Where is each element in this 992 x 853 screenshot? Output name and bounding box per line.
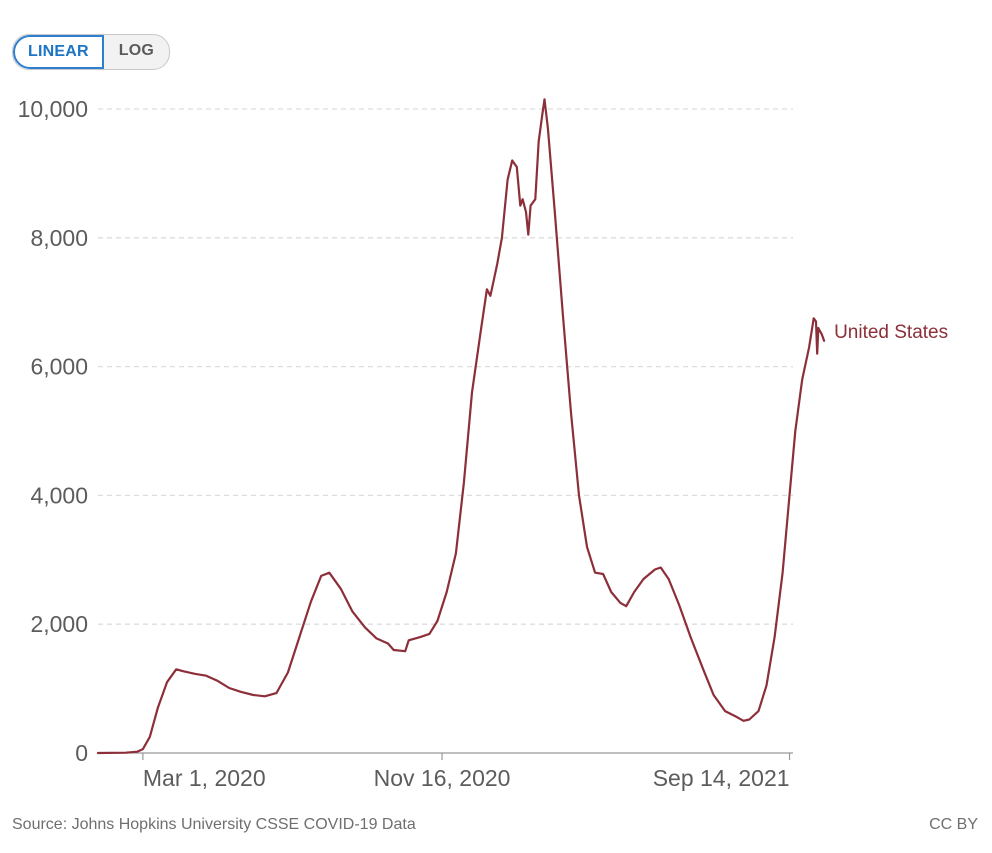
grid-lines bbox=[98, 108, 793, 625]
source-note: Source: Johns Hopkins University CSSE CO… bbox=[12, 816, 416, 833]
x-tick-label: Nov 16, 2020 bbox=[374, 765, 511, 791]
x-axis-ticks: Mar 1, 2020 Nov 16, 2020 Sep 14, 2021 bbox=[142, 753, 791, 791]
series-layer: United States bbox=[96, 98, 948, 755]
series-label-united-states: United States bbox=[834, 322, 948, 343]
x-tick-label: Mar 1, 2020 bbox=[143, 765, 266, 791]
license-link[interactable]: CC BY bbox=[929, 816, 978, 833]
log-scale-button[interactable]: LOG bbox=[118, 42, 155, 59]
y-tick-label: 6,000 bbox=[30, 354, 88, 380]
y-tick-label: 8,000 bbox=[30, 225, 88, 251]
series-line-united-states[interactable] bbox=[96, 98, 826, 755]
y-tick-label: 0 bbox=[75, 740, 88, 766]
x-tick-label: Sep 14, 2021 bbox=[653, 765, 790, 791]
y-tick-label: 2,000 bbox=[30, 611, 88, 637]
y-axis: 0 2,000 4,000 6,000 8,000 10,000 bbox=[18, 96, 88, 766]
y-tick-label: 10,000 bbox=[18, 96, 88, 122]
scale-toggle: LINEAR LOG bbox=[12, 34, 171, 70]
linear-scale-button[interactable]: LINEAR bbox=[13, 35, 104, 69]
y-tick-label: 4,000 bbox=[30, 482, 88, 508]
